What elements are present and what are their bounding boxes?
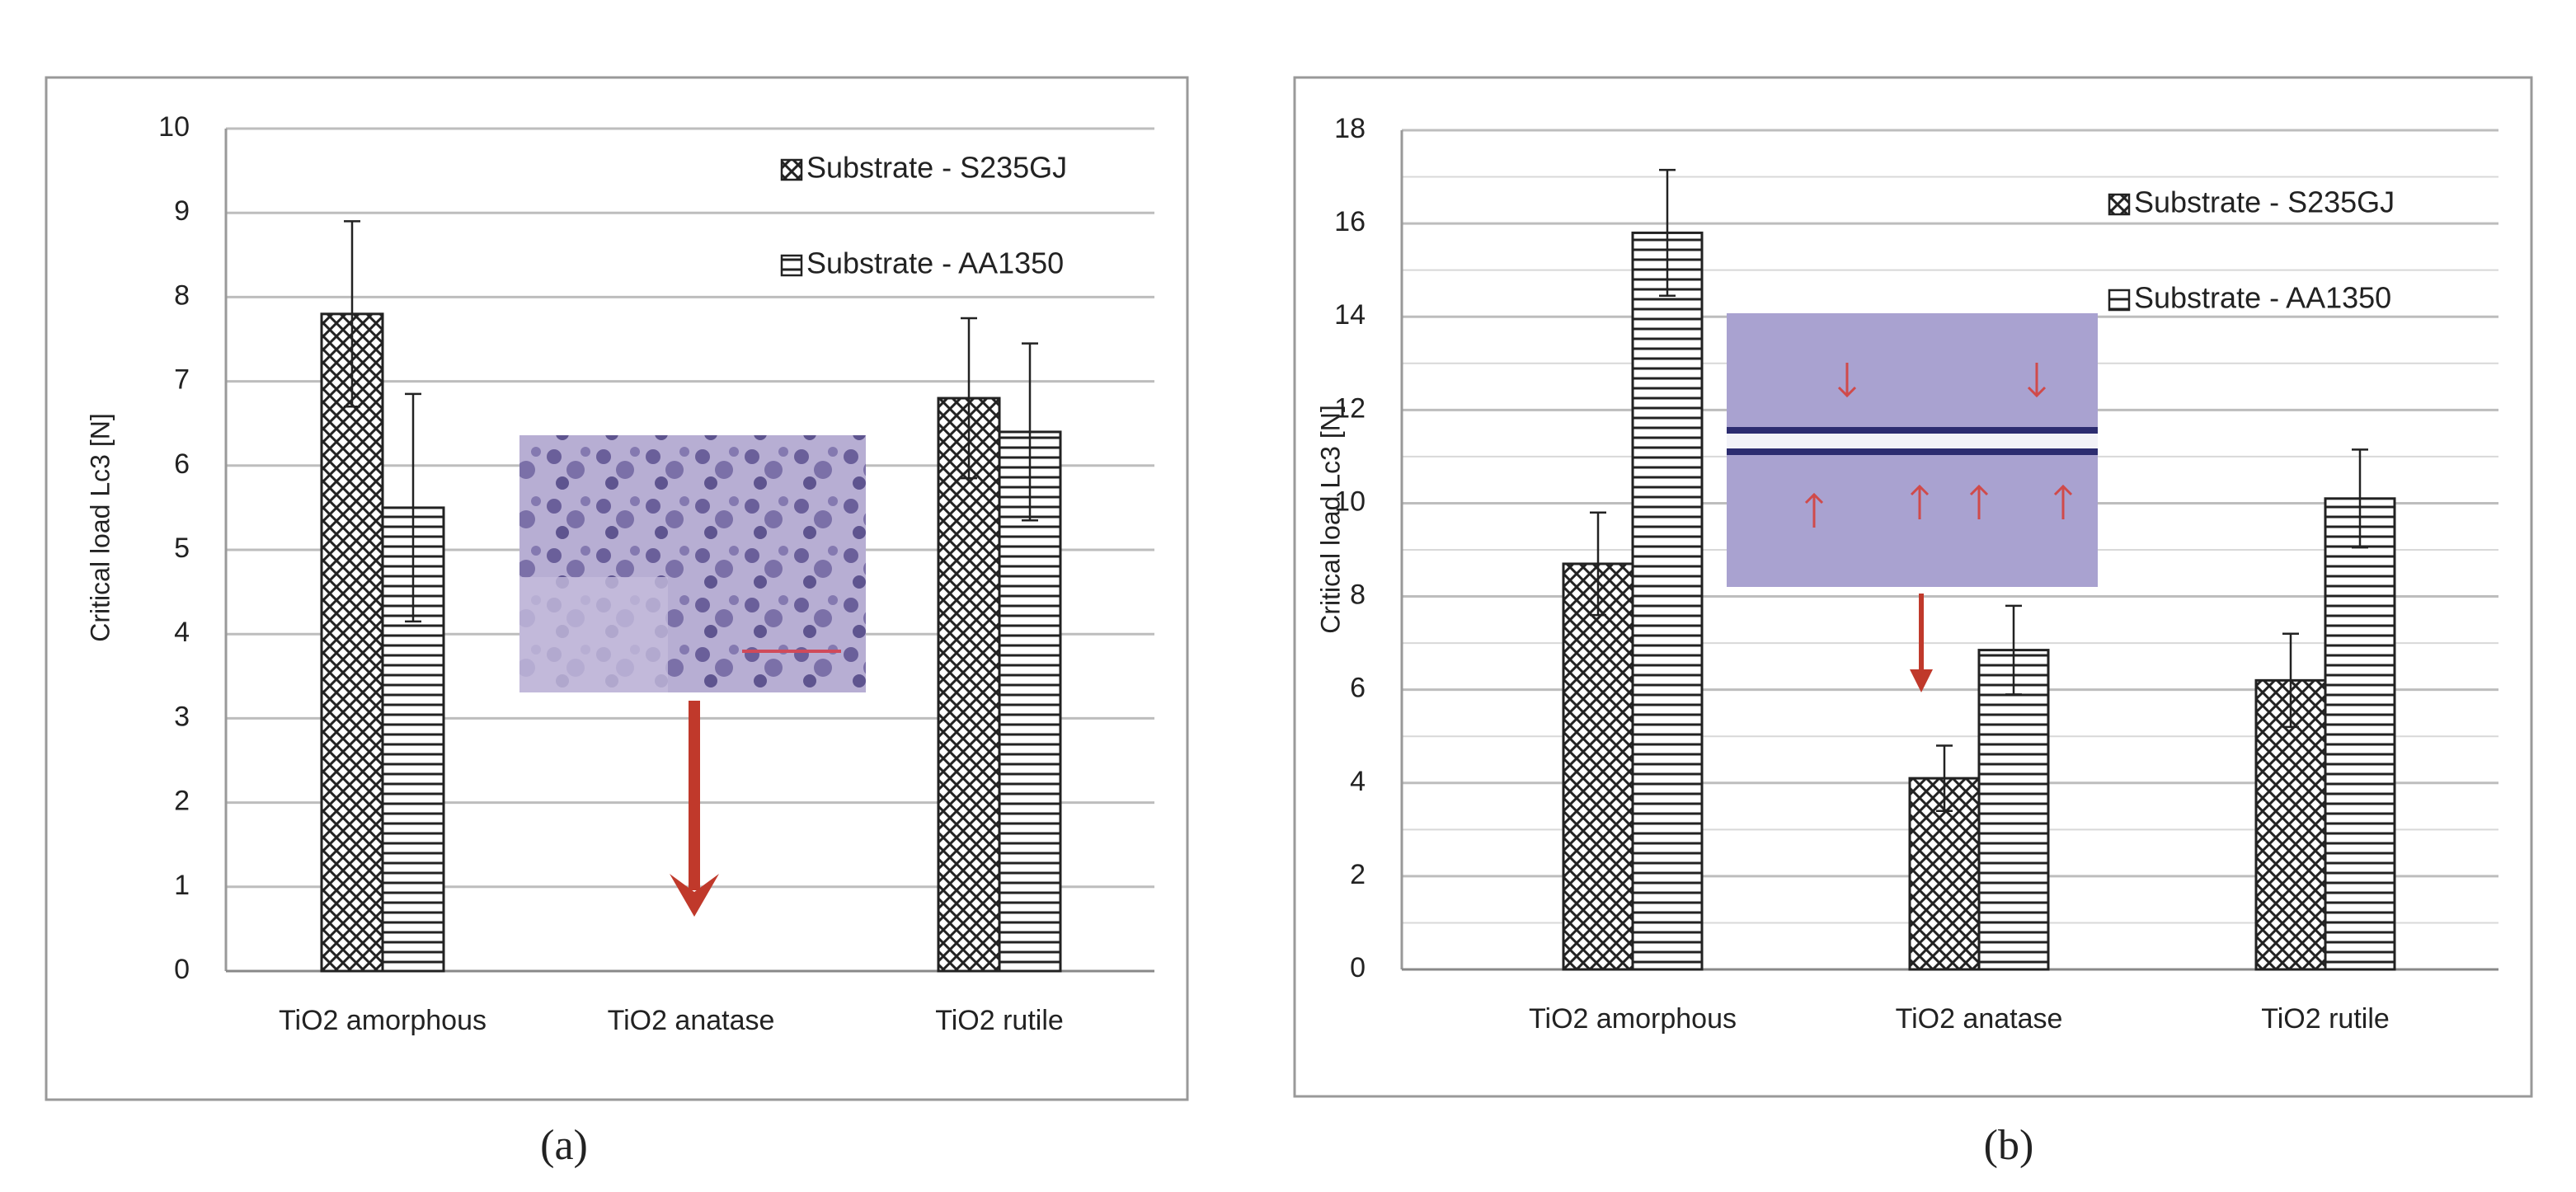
y-tick-label: 8 <box>174 279 190 311</box>
legend-label: Substrate - AA1350 <box>2134 281 2391 315</box>
x-tick-label: TiO2 anatase <box>608 1005 775 1036</box>
bar <box>998 430 1062 973</box>
y-tick-label: 6 <box>1350 673 1366 704</box>
y-tick-label: 9 <box>174 195 190 227</box>
legend-label: Substrate - S235GJ <box>806 151 1067 185</box>
inset-image <box>519 435 866 692</box>
y-tick-label: 12 <box>1334 392 1366 424</box>
error-bar <box>1659 168 1676 298</box>
y-axis-label: Critical load Lc3 [N] <box>1315 405 1345 633</box>
x-tick-label: TiO2 amorphous <box>279 1005 487 1036</box>
error-bar <box>1022 342 1038 522</box>
bar <box>320 312 384 973</box>
y-tick-label: 3 <box>174 701 190 732</box>
y-axis-label: Critical load Lc3 [N] <box>85 413 115 641</box>
y-tick-label: 18 <box>1334 113 1366 144</box>
y-tick-label: 16 <box>1334 206 1366 237</box>
y-tick-label: 14 <box>1334 299 1366 331</box>
y-tick-label: 10 <box>158 111 190 143</box>
error-bar <box>2352 448 2368 549</box>
x-tick-label: TiO2 rutile <box>935 1005 1064 1036</box>
y-tick-label: 5 <box>174 533 190 564</box>
y-tick-label: 10 <box>1334 486 1366 517</box>
red-arrow <box>1910 594 1933 692</box>
y-tick-label: 2 <box>1350 859 1366 890</box>
red-arrow <box>670 701 719 917</box>
error-bar <box>344 220 360 408</box>
y-tick-label: 7 <box>174 364 190 396</box>
plot: 0 2 4 6 8 10 12 14 16 18 TiO2 amorphous TiO2 anatas… <box>1315 113 2498 1169</box>
legend-swatch <box>780 254 803 277</box>
inset-image <box>1727 313 2098 587</box>
legend-swatch <box>2108 289 2131 312</box>
bar <box>937 397 1001 973</box>
error-bar <box>1590 511 1606 617</box>
legend-label: Substrate - AA1350 <box>806 246 1064 280</box>
y-tick-label: 4 <box>174 617 190 648</box>
error-bar <box>2005 604 2022 696</box>
caption: (b) <box>1984 1122 2034 1169</box>
error-bar <box>1936 744 1953 812</box>
caption: (a) <box>540 1122 588 1169</box>
error-bar <box>405 392 421 623</box>
bar <box>1977 649 2050 971</box>
y-tick-label: 4 <box>1350 766 1366 797</box>
x-tick-label: TiO2 amorphous <box>1529 1003 1737 1035</box>
error-bar <box>961 317 977 480</box>
x-tick-label: TiO2 anatase <box>1896 1003 2063 1035</box>
legend-swatch <box>780 158 803 181</box>
bar <box>1631 231 1704 971</box>
error-bar <box>2282 632 2299 729</box>
y-tick-label: 0 <box>1350 952 1366 983</box>
y-tick-label: 6 <box>174 448 190 480</box>
legend-label: Substrate - S235GJ <box>2134 185 2395 219</box>
legend-swatch <box>2108 193 2131 216</box>
y-tick-label: 0 <box>174 954 190 985</box>
bar <box>1562 562 1634 971</box>
bar <box>2324 497 2396 971</box>
y-tick-label: 1 <box>174 870 190 901</box>
y-tick-label: 2 <box>174 786 190 817</box>
x-tick-label: TiO2 rutile <box>2261 1003 2390 1035</box>
y-tick-label: 8 <box>1350 580 1366 611</box>
